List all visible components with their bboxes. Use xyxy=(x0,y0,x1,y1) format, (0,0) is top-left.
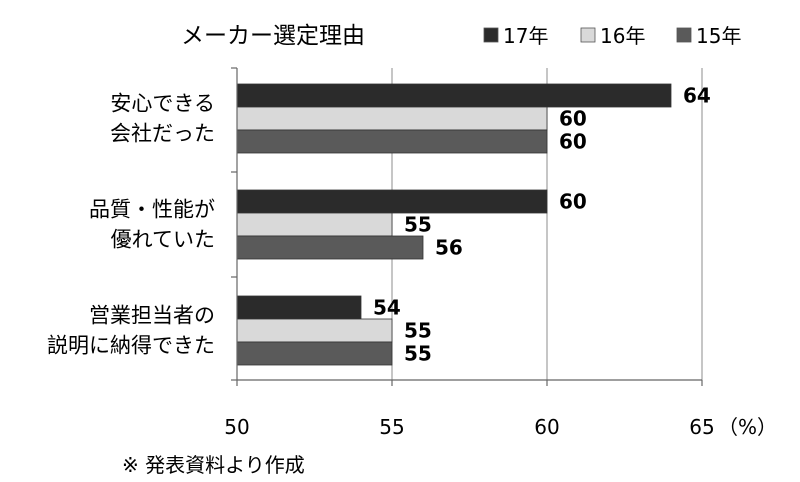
legend-label: 16年 xyxy=(600,24,645,48)
bar xyxy=(236,129,548,154)
category-label: 品質・性能が xyxy=(89,198,215,222)
bar xyxy=(236,106,548,131)
bars xyxy=(236,83,672,366)
value-label: 55 xyxy=(404,213,432,237)
bar xyxy=(236,295,362,320)
unit-label: （%） xyxy=(718,415,777,439)
bar xyxy=(236,318,393,343)
legend: 17年 16年 15年 xyxy=(483,24,741,48)
value-label: 56 xyxy=(435,236,463,260)
x-tick-label: 55 xyxy=(379,415,404,439)
bar xyxy=(236,341,393,366)
value-label: 60 xyxy=(559,107,587,131)
legend-label: 17年 xyxy=(503,24,548,48)
category-label: 営業担当者の xyxy=(89,304,215,328)
bar xyxy=(236,189,548,214)
value-label: 60 xyxy=(559,130,587,154)
bar xyxy=(236,235,424,260)
value-label: 55 xyxy=(404,342,432,366)
category-label: 優れていた xyxy=(111,228,215,252)
tick-labels: 50 55 60 65 xyxy=(224,415,714,439)
value-label: 54 xyxy=(373,296,401,320)
value-label: 55 xyxy=(404,319,432,343)
axes xyxy=(231,67,703,386)
legend-swatch xyxy=(676,27,692,43)
x-tick-label: 65 xyxy=(689,415,714,439)
chart-title: メーカー選定理由 xyxy=(181,23,365,49)
value-label: 64 xyxy=(683,84,711,108)
category-label: 安心できる xyxy=(110,92,215,116)
x-tick-label: 60 xyxy=(534,415,559,439)
legend-swatch xyxy=(580,27,596,43)
value-label: 60 xyxy=(559,190,587,214)
category-label: 説明に納得できた xyxy=(47,334,215,358)
source-note: ※ 発表資料より作成 xyxy=(122,453,305,477)
bar xyxy=(236,212,393,237)
legend-label: 15年 xyxy=(696,24,741,48)
bar xyxy=(236,83,672,108)
category-label: 会社だった xyxy=(110,122,215,146)
x-tick-label: 50 xyxy=(224,415,249,439)
legend-swatch xyxy=(483,27,499,43)
